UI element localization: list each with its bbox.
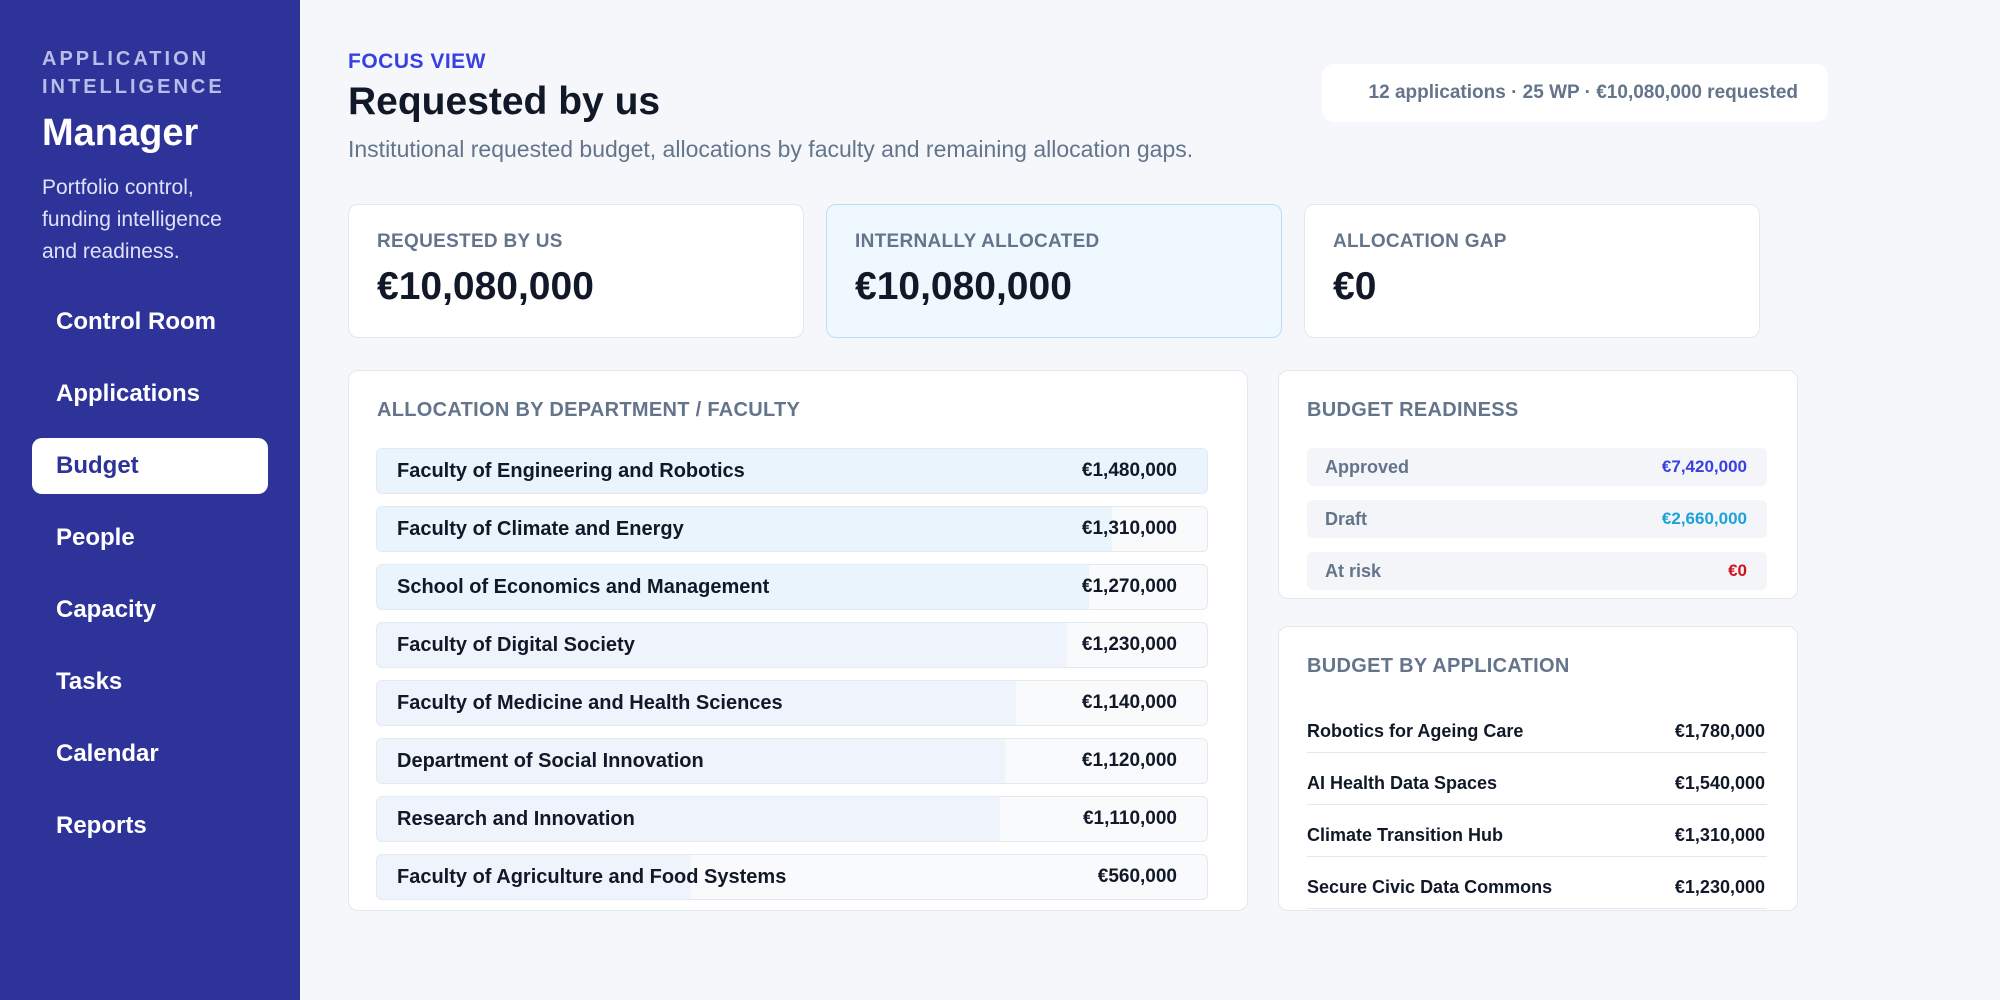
nav-item-people[interactable]: People [56, 524, 135, 551]
kpi-value: €10,080,000 [377, 265, 594, 308]
department-value: €1,230,000 [1081, 634, 1177, 655]
readiness-label: At risk [1325, 560, 1382, 581]
readiness-list: Approved €7,420,000 Draft €2,660,000 At risk… [1307, 448, 1767, 604]
department-row[interactable]: School of Economics and Management €1,270… [376, 564, 1208, 610]
department-name: Faculty of Digital Society [397, 633, 635, 656]
kpi-label: INTERNALLY ALLOCATED [855, 231, 1100, 252]
brand-title: Manager [42, 112, 199, 154]
department-allocation-bar [377, 507, 1112, 551]
application-name: Climate Transition Hub [1307, 825, 1504, 845]
department-name: Faculty of Engineering and Robotics [397, 459, 745, 482]
department-row[interactable]: Department of Social Innovation €1,120,00… [376, 738, 1208, 784]
readiness-value: €0 [1728, 561, 1747, 580]
department-name: Research and Innovation [397, 807, 635, 830]
department-allocation-bar [377, 739, 1006, 783]
application-row[interactable]: Climate Transition Hub €1,310,000 [1307, 805, 1767, 857]
department-row[interactable]: Research and Innovation €1,110,000 [376, 796, 1208, 842]
department-value: €1,480,000 [1081, 460, 1177, 481]
panel-title: ALLOCATION BY DEPARTMENT / FACULTY [377, 399, 801, 421]
budget-readiness-panel: BUDGET READINESS Approved €7,420,000 Draft… [1278, 370, 1798, 599]
kpi-card-requested: REQUESTED BY US €10,080,000 [348, 204, 804, 338]
nav-item-control-room[interactable]: Control Room [56, 308, 216, 335]
department-value: €1,120,000 [1081, 750, 1177, 771]
application-row[interactable]: Robotics for Ageing Care €1,780,000 [1307, 701, 1767, 753]
department-name: Faculty of Climate and Energy [397, 517, 684, 540]
department-name: School of Economics and Management [397, 575, 770, 598]
department-name: Faculty of Agriculture and Food Systems [397, 865, 787, 888]
brand-description: Portfolio control, funding intelligence … [42, 176, 222, 263]
department-row[interactable]: Faculty of Digital Society €1,230,000 [376, 622, 1208, 668]
kpi-card-gap: ALLOCATION GAP €0 [1304, 204, 1760, 338]
focus-view-eyebrow: FOCUS VIEW [348, 50, 487, 73]
readiness-row[interactable]: Draft €2,660,000 [1307, 500, 1767, 538]
nav-item-capacity[interactable]: Capacity [56, 596, 157, 623]
readiness-label: Draft [1325, 508, 1368, 529]
page-subtitle: Institutional requested budget, allocati… [348, 136, 1194, 162]
nav-item-applications[interactable]: Applications [56, 380, 201, 407]
department-allocation-bar [377, 449, 1207, 493]
nav-item-calendar[interactable]: Calendar [56, 740, 159, 767]
nav-item-budget[interactable]: Budget [32, 438, 268, 494]
department-allocation-bar [377, 855, 691, 899]
application-row[interactable]: AI Health Data Spaces €1,540,000 [1307, 753, 1767, 805]
application-list: Robotics for Ageing Care €1,780,000 AI Hea… [1307, 701, 1767, 909]
nav-item-reports[interactable]: Reports [56, 812, 147, 839]
nav-item-tasks[interactable]: Tasks [56, 668, 123, 695]
readiness-row[interactable]: Approved €7,420,000 [1307, 448, 1767, 486]
panel-title: BUDGET BY APPLICATION [1307, 655, 1570, 677]
kpi-card-allocated: INTERNALLY ALLOCATED €10,080,000 [826, 204, 1282, 338]
readiness-label: Approved [1325, 456, 1410, 477]
department-row[interactable]: Faculty of Engineering and Robotics €1,48… [376, 448, 1208, 494]
kpi-label: ALLOCATION GAP [1333, 231, 1507, 252]
department-name: Faculty of Medicine and Health Sciences [397, 691, 783, 714]
application-name: Secure Civic Data Commons [1307, 877, 1553, 897]
application-value: €1,540,000 [1674, 773, 1765, 793]
department-allocation-bar [377, 623, 1067, 667]
budget-by-application-panel: BUDGET BY APPLICATION Robotics for Agein… [1278, 626, 1798, 911]
department-value: €560,000 [1097, 866, 1177, 887]
department-value: €1,140,000 [1081, 692, 1177, 713]
readiness-value: €7,420,000 [1661, 457, 1747, 476]
application-name: Robotics for Ageing Care [1307, 721, 1524, 741]
department-allocation-panel: ALLOCATION BY DEPARTMENT / FACULTY Facul… [348, 370, 1248, 911]
application-value: €1,230,000 [1674, 877, 1765, 897]
page-title: Requested by us [348, 80, 661, 123]
application-row[interactable]: Secure Civic Data Commons €1,230,000 [1307, 857, 1767, 909]
summary-pill: 12 applications · 25 WP · €10,080,000 re… [1322, 64, 1828, 122]
department-value: €1,270,000 [1081, 576, 1177, 597]
kpi-label: REQUESTED BY US [377, 231, 563, 252]
sidebar-nav: Control Room Applications Budget People … [32, 294, 268, 870]
department-row[interactable]: Faculty of Agriculture and Food Systems €… [376, 854, 1208, 900]
panel-title: BUDGET READINESS [1307, 399, 1519, 421]
sidebar: APPLICATION INTELLIGENCE Manager Portfol… [0, 0, 300, 1000]
kpi-value: €10,080,000 [855, 265, 1072, 308]
department-name: Department of Social Innovation [397, 749, 704, 772]
application-value: €1,310,000 [1674, 825, 1765, 845]
readiness-value: €2,660,000 [1661, 509, 1747, 528]
kpi-value: €0 [1333, 265, 1377, 308]
department-allocation-bar [377, 797, 1000, 841]
department-allocation-bar [377, 565, 1090, 609]
department-value: €1,310,000 [1081, 518, 1177, 539]
application-name: AI Health Data Spaces [1307, 773, 1498, 793]
readiness-row[interactable]: At risk €0 [1307, 552, 1767, 590]
application-value: €1,780,000 [1674, 721, 1765, 741]
department-allocation-bar [377, 681, 1017, 725]
department-row[interactable]: Faculty of Medicine and Health Sciences €… [376, 680, 1208, 726]
department-value: €1,110,000 [1082, 808, 1177, 829]
department-row[interactable]: Faculty of Climate and Energy €1,310,000 [376, 506, 1208, 552]
brand-eyebrow: APPLICATION INTELLIGENCE [42, 48, 225, 98]
department-list: Faculty of Engineering and Robotics €1,48… [376, 448, 1208, 912]
